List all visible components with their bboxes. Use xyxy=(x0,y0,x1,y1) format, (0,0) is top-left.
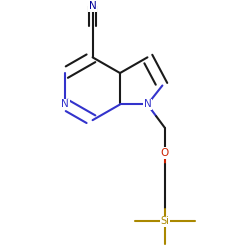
Text: N: N xyxy=(89,1,96,11)
Text: Si: Si xyxy=(160,216,169,226)
Text: N: N xyxy=(144,100,151,110)
Text: N: N xyxy=(61,100,69,110)
Text: O: O xyxy=(161,148,169,158)
